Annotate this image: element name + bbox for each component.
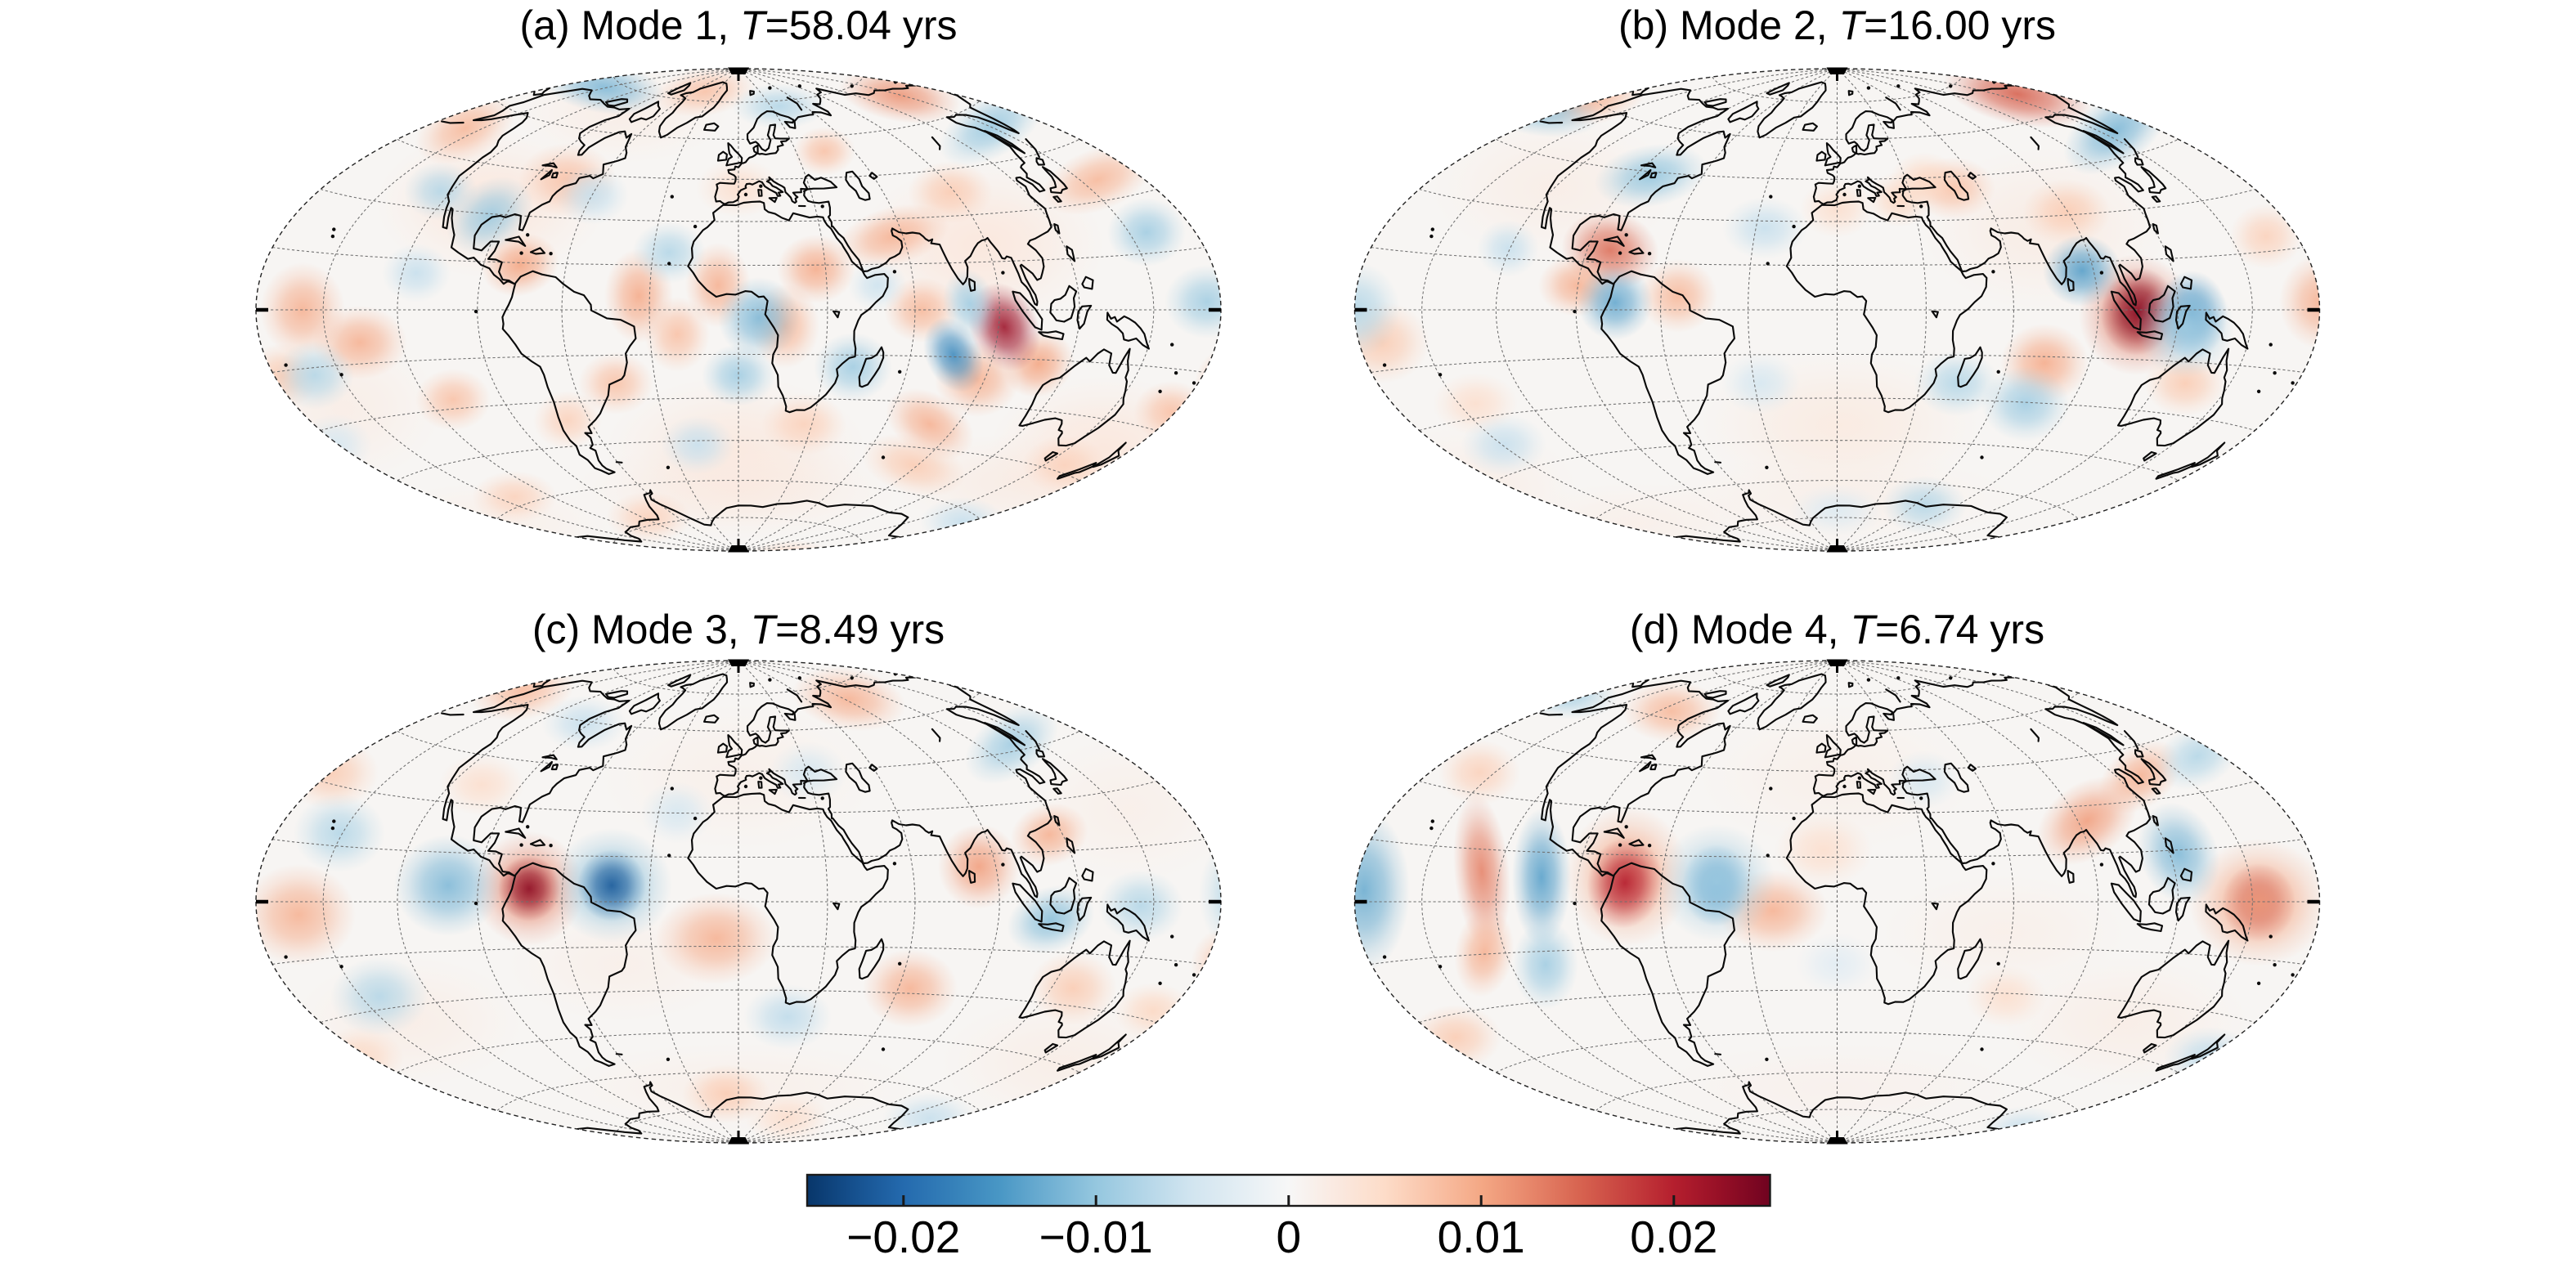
svg-text:0.02: 0.02 [1630,1212,1717,1262]
svg-text:−0.01: −0.01 [1039,1212,1153,1262]
svg-text:(d) Mode 4, T=6.74 yrs: (d) Mode 4, T=6.74 yrs [1630,607,2044,652]
svg-text:−0.02: −0.02 [846,1212,960,1262]
svg-text:(c) Mode 3, T=8.49 yrs: (c) Mode 3, T=8.49 yrs [532,607,945,652]
svg-text:(a) Mode 1, T=58.04 yrs: (a) Mode 1, T=58.04 yrs [520,2,958,48]
svg-text:(b) Mode 2, T=16.00 yrs: (b) Mode 2, T=16.00 yrs [1618,2,2056,48]
svg-text:0.01: 0.01 [1438,1212,1525,1262]
svg-text:0: 0 [1277,1212,1302,1262]
